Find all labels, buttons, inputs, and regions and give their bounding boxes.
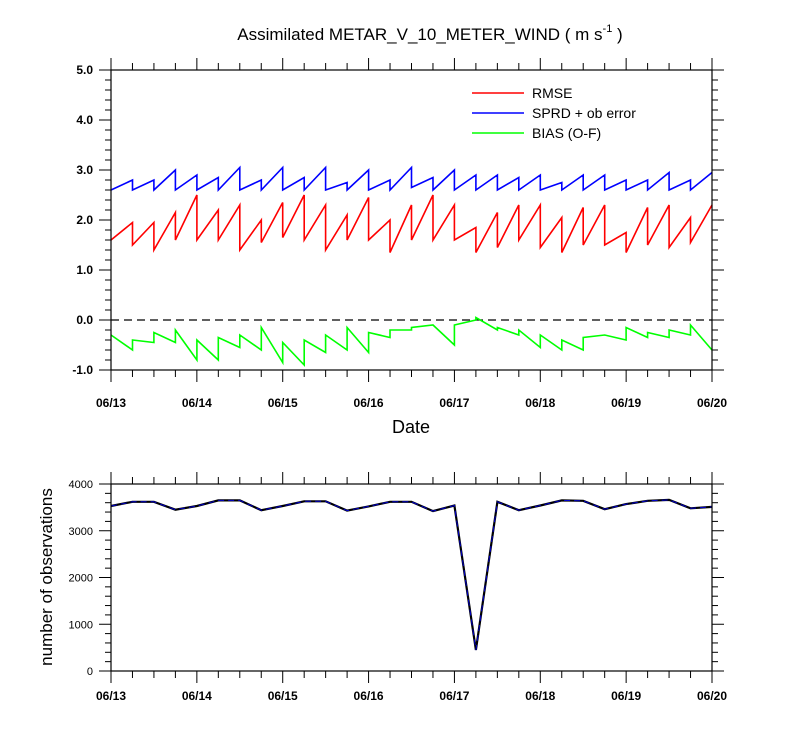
bottom-x-tick-labels: 06/13 06/14 06/15 06/16 06/17 06/18 06/19 06/20 [96,689,727,703]
y-tick-label: -1.0 [72,363,93,377]
y-tick-label: 5.0 [76,63,93,77]
x-tick-label: 06/15 [268,689,298,703]
y-tick-label: 1.0 [76,263,93,277]
chart-title-main: Assimilated METAR_V_10_METER_WIND ( m s [237,25,602,44]
x-tick-label: 06/18 [525,396,555,410]
x-tick-label: 06/15 [268,396,298,410]
y-tick-label: 2000 [69,573,93,585]
x-tick-label: 06/19 [611,396,641,410]
top-y-tick-labels: -1.0 0.0 1.0 2.0 3.0 4.0 5.0 [72,63,93,377]
x-tick-label: 06/19 [611,689,641,703]
x-tick-label: 06/17 [439,689,469,703]
legend-label-rmse: RMSE [532,85,572,101]
y-tick-label: 3000 [69,526,93,538]
bottom-plot-frame [110,483,713,672]
y-axis-title-observations: number of observations [37,488,56,666]
y-tick-label: 3.0 [76,163,93,177]
series-line-bias-o-f [110,316,713,367]
y-tick-label: 0.0 [76,313,93,327]
y-tick-label: 0 [87,666,93,678]
y-tick-label: 1000 [69,619,93,631]
x-tick-label: 06/16 [354,396,384,410]
x-axis-title: Date [392,417,430,437]
legend: RMSE SPRD + ob error BIAS (O-F) [472,85,636,141]
bottom-y-tick-labels: 0 1000 2000 3000 4000 [69,479,93,678]
chart-title: Assimilated METAR_V_10_METER_WIND ( m s-… [237,23,622,44]
series-line-observations-overlay [110,499,713,651]
chart-title-close: ) [612,25,622,44]
x-tick-label: 06/17 [439,396,469,410]
series-line-sprd-ob-error [110,165,713,193]
top-series-layer [110,165,713,367]
legend-label-sprd: SPRD + ob error [532,105,636,121]
legend-label-bias: BIAS (O-F) [532,125,601,141]
chart-title-unit-exp: -1 [603,23,613,35]
top-panel: 06/13 06/14 06/15 06/16 06/17 06/18 06/19 06/20… [72,58,727,437]
x-tick-label: 06/20 [697,396,727,410]
top-axis-ticks [99,58,724,382]
top-x-tick-labels: 06/13 06/14 06/15 06/16 06/17 06/18 06/19 06/20 [96,396,727,410]
x-tick-label: 06/18 [525,689,555,703]
bottom-series-layer [110,498,713,651]
x-tick-label: 06/16 [354,689,384,703]
x-tick-label: 06/13 [96,689,126,703]
x-tick-label: 06/14 [182,689,212,703]
x-tick-label: 06/14 [182,396,212,410]
series-line-rmse [110,194,713,254]
bottom-axis-ticks [99,472,724,683]
y-tick-label: 4.0 [76,113,93,127]
bottom-panel: 06/13 06/14 06/15 06/16 06/17 06/18 06/19 06/20… [37,472,727,703]
y-tick-label: 4000 [69,479,93,491]
y-tick-label: 2.0 [76,213,93,227]
x-tick-label: 06/13 [96,396,126,410]
top-plot-frame [110,69,713,371]
series-line-observations [110,498,713,651]
x-tick-label: 06/20 [697,689,727,703]
